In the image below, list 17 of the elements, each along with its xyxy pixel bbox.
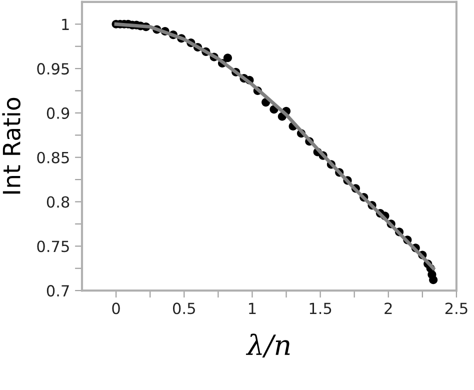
point (429, 276, 438, 284)
y-tick-label: 0.7 (46, 285, 69, 297)
x-tick-label: 1.5 (310, 302, 332, 314)
y-tick-label: 1 (62, 18, 69, 30)
x-tick-label: 0.5 (172, 302, 195, 314)
y-tick-label: 0.75 (37, 240, 69, 252)
x-tick-label: 2 (384, 302, 392, 314)
x-axis-title: λ/n (246, 334, 290, 358)
x-tick-label: 2.5 (445, 302, 468, 314)
x-tick-label: 0 (112, 302, 120, 314)
y-tick-label: 0.8 (46, 196, 70, 208)
y-axis-title: Int Ratio (2, 98, 20, 194)
x-tick-label: 1 (249, 302, 256, 314)
y-tick-label: 0.9 (46, 107, 70, 119)
y-tick-label: 0.95 (37, 63, 69, 75)
point (223, 54, 232, 62)
y-tick-label: 0.85 (37, 152, 69, 164)
